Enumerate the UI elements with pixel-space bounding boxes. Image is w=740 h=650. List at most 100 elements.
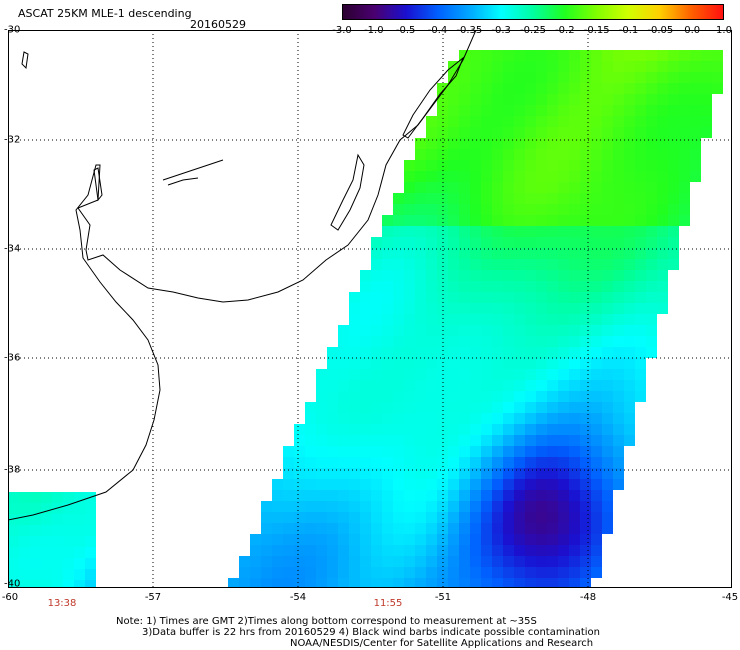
lon-label: -48 bbox=[579, 592, 597, 603]
data-cell bbox=[415, 413, 426, 424]
data-cell bbox=[382, 369, 393, 380]
data-cell bbox=[624, 281, 635, 292]
data-cell bbox=[679, 160, 690, 171]
data-cell bbox=[338, 424, 349, 435]
data-cell bbox=[569, 259, 580, 270]
data-cell bbox=[393, 556, 404, 567]
data-cell bbox=[492, 446, 503, 457]
data-cell bbox=[580, 215, 591, 226]
data-cell bbox=[547, 446, 558, 457]
data-cell bbox=[305, 556, 316, 567]
data-cell bbox=[503, 281, 514, 292]
data-cell bbox=[646, 182, 657, 193]
data-cell bbox=[679, 94, 690, 105]
data-cell bbox=[448, 204, 459, 215]
data-cell bbox=[635, 259, 646, 270]
data-cell bbox=[393, 380, 404, 391]
river bbox=[162, 159, 224, 186]
data-cell bbox=[558, 116, 569, 127]
data-cell bbox=[393, 226, 404, 237]
data-cell bbox=[602, 457, 613, 468]
data-cell bbox=[393, 248, 404, 259]
data-cell bbox=[481, 358, 492, 369]
data-cell bbox=[580, 281, 591, 292]
data-cell bbox=[459, 94, 470, 105]
data-cell bbox=[360, 347, 371, 358]
data-cell bbox=[514, 490, 525, 501]
data-cell bbox=[525, 270, 536, 281]
data-cell bbox=[470, 358, 481, 369]
data-cell bbox=[470, 259, 481, 270]
data-cell bbox=[470, 435, 481, 446]
data-cell bbox=[701, 94, 712, 105]
coastline bbox=[8, 30, 477, 521]
lon-label: -57 bbox=[144, 592, 162, 603]
data-cell bbox=[547, 259, 558, 270]
data-cell bbox=[690, 149, 701, 160]
data-cell bbox=[503, 226, 514, 237]
data-cell bbox=[624, 193, 635, 204]
data-cell bbox=[338, 501, 349, 512]
data-cell bbox=[591, 501, 602, 512]
data-cell bbox=[602, 303, 613, 314]
data-cell bbox=[338, 347, 349, 358]
data-cell bbox=[338, 358, 349, 369]
data-cell bbox=[470, 83, 481, 94]
data-cell bbox=[283, 479, 294, 490]
data-cell bbox=[569, 314, 580, 325]
data-cell bbox=[404, 160, 415, 171]
title-main: ASCAT 25KM MLE-1 descending bbox=[18, 7, 192, 20]
data-cell bbox=[481, 435, 492, 446]
data-cell bbox=[448, 369, 459, 380]
data-cell bbox=[525, 435, 536, 446]
data-cell bbox=[459, 446, 470, 457]
data-cell bbox=[547, 215, 558, 226]
data-cell bbox=[63, 547, 74, 558]
data-cell bbox=[305, 545, 316, 556]
data-cell bbox=[305, 468, 316, 479]
data-cell bbox=[426, 490, 437, 501]
data-cell bbox=[602, 501, 613, 512]
data-cell bbox=[360, 325, 371, 336]
data-cell bbox=[459, 380, 470, 391]
data-cell bbox=[448, 567, 459, 578]
data-cell bbox=[272, 545, 283, 556]
data-cell bbox=[613, 193, 624, 204]
data-cell bbox=[591, 347, 602, 358]
data-cell bbox=[646, 215, 657, 226]
data-cell bbox=[470, 127, 481, 138]
data-cell bbox=[415, 347, 426, 358]
data-cell bbox=[668, 72, 679, 83]
data-cell bbox=[558, 215, 569, 226]
lat-label: -36 bbox=[4, 352, 21, 364]
data-cell bbox=[382, 358, 393, 369]
data-cell bbox=[580, 424, 591, 435]
data-cell bbox=[448, 358, 459, 369]
data-cell bbox=[360, 314, 371, 325]
data-cell bbox=[558, 226, 569, 237]
data-cell bbox=[459, 325, 470, 336]
data-cell bbox=[635, 380, 646, 391]
data-cell bbox=[569, 512, 580, 523]
data-cell bbox=[415, 545, 426, 556]
data-cell bbox=[514, 457, 525, 468]
data-cell bbox=[371, 292, 382, 303]
data-cell bbox=[371, 270, 382, 281]
data-cell bbox=[580, 149, 591, 160]
data-cell bbox=[404, 391, 415, 402]
data-cell bbox=[525, 501, 536, 512]
data-cell bbox=[327, 369, 338, 380]
data-cell bbox=[558, 270, 569, 281]
data-cell bbox=[536, 127, 547, 138]
data-cell bbox=[426, 193, 437, 204]
data-cell bbox=[547, 391, 558, 402]
data-cell bbox=[547, 347, 558, 358]
data-cell bbox=[30, 525, 41, 536]
data-cell bbox=[492, 226, 503, 237]
data-cell bbox=[569, 226, 580, 237]
data-cell bbox=[19, 536, 30, 547]
data-cell bbox=[613, 138, 624, 149]
data-cell bbox=[668, 105, 679, 116]
data-cell bbox=[646, 270, 657, 281]
data-cell bbox=[261, 578, 272, 588]
